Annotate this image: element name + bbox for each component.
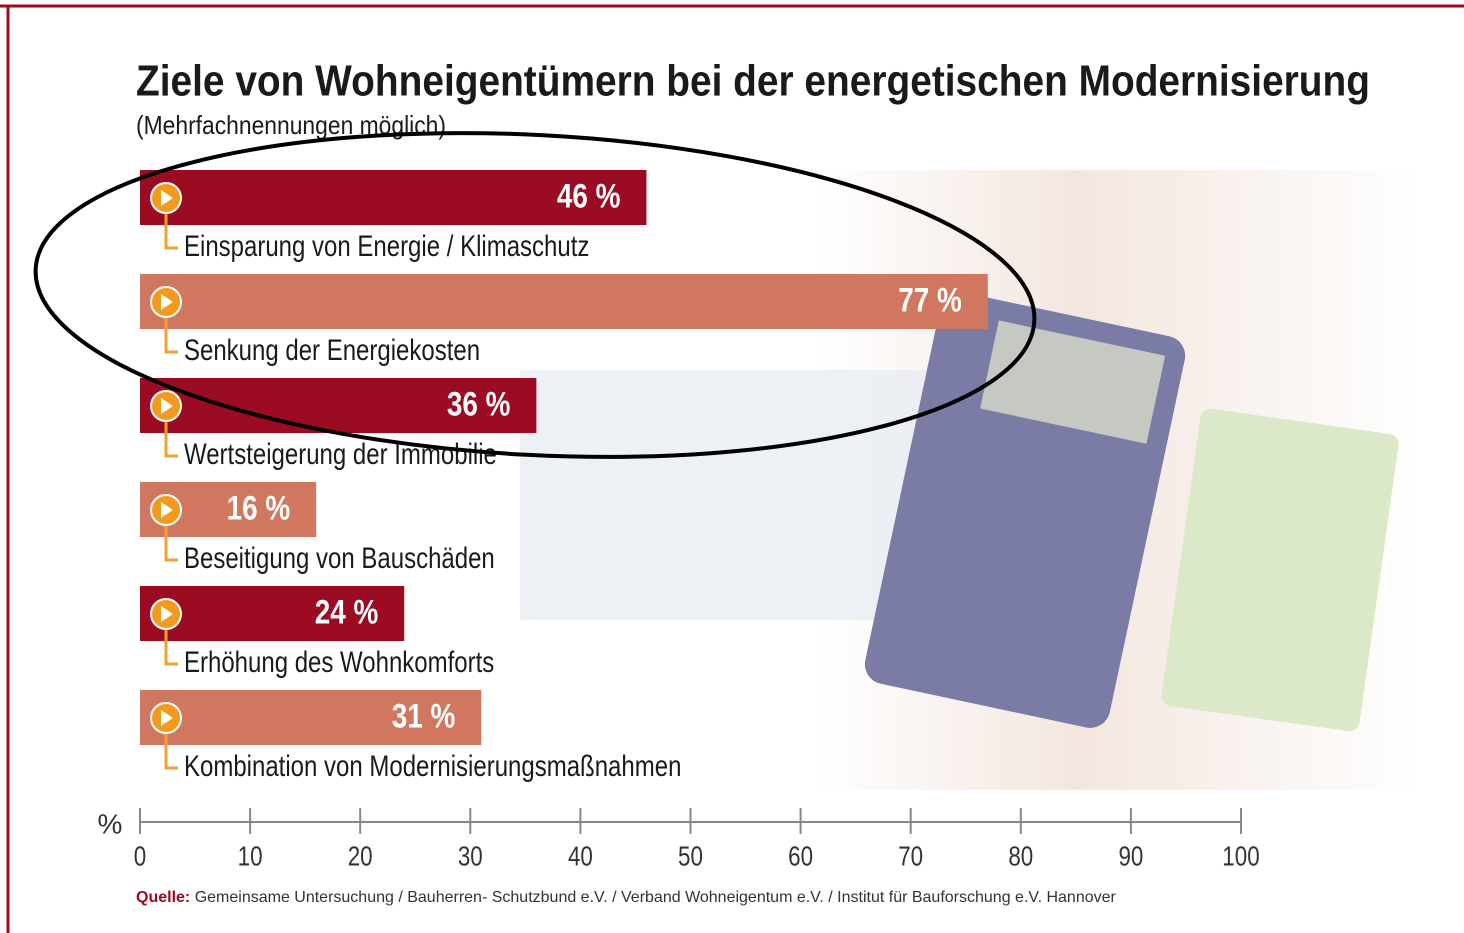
category-label: Wertsteigerung der Immobilie: [184, 436, 497, 470]
x-tick-label: 20: [348, 841, 373, 872]
category-label: Einsparung von Energie / Klimaschutz: [184, 228, 589, 262]
x-tick-label: 0: [134, 841, 146, 872]
category-label: Erhöhung des Wohnkomforts: [184, 644, 494, 678]
value-label: 24 %: [315, 593, 379, 631]
x-tick-label: 60: [788, 841, 813, 872]
chart: Ziele von Wohneigentümern bei der energe…: [0, 0, 1464, 933]
x-tick-label: 100: [1222, 841, 1259, 872]
category-label: Beseitigung von Bauschäden: [184, 540, 495, 574]
source-label: Quelle:: [136, 889, 190, 906]
value-label: 31 %: [392, 697, 456, 735]
x-tick-label: 70: [898, 841, 923, 872]
chart-title: Ziele von Wohneigentümern bei der energe…: [136, 57, 1370, 106]
x-tick-label: 10: [238, 841, 263, 872]
x-axis-label: %: [98, 808, 123, 839]
value-label: 16 %: [227, 489, 291, 527]
banknotes: [1160, 408, 1400, 733]
value-label: 77 %: [898, 281, 962, 319]
bar: [140, 274, 988, 329]
x-tick-label: 50: [678, 841, 703, 872]
x-tick-label: 80: [1008, 841, 1033, 872]
x-tick-label: 90: [1118, 841, 1143, 872]
category-label: Senkung der Energiekosten: [184, 332, 480, 366]
category-label: Kombination von Modernisierungsmaßnahmen: [184, 748, 681, 782]
source-text: Gemeinsame Untersuchung / Bauherren- Sch…: [195, 889, 1117, 906]
x-tick-label: 30: [458, 841, 483, 872]
value-label: 46 %: [557, 177, 621, 215]
page: {"chart_data": {"type": "bar", "orientat…: [0, 0, 1464, 933]
value-label: 36 %: [447, 385, 511, 423]
x-tick-label: 40: [568, 841, 593, 872]
source: Quelle: Gemeinsame Untersuchung / Bauher…: [136, 889, 1117, 906]
